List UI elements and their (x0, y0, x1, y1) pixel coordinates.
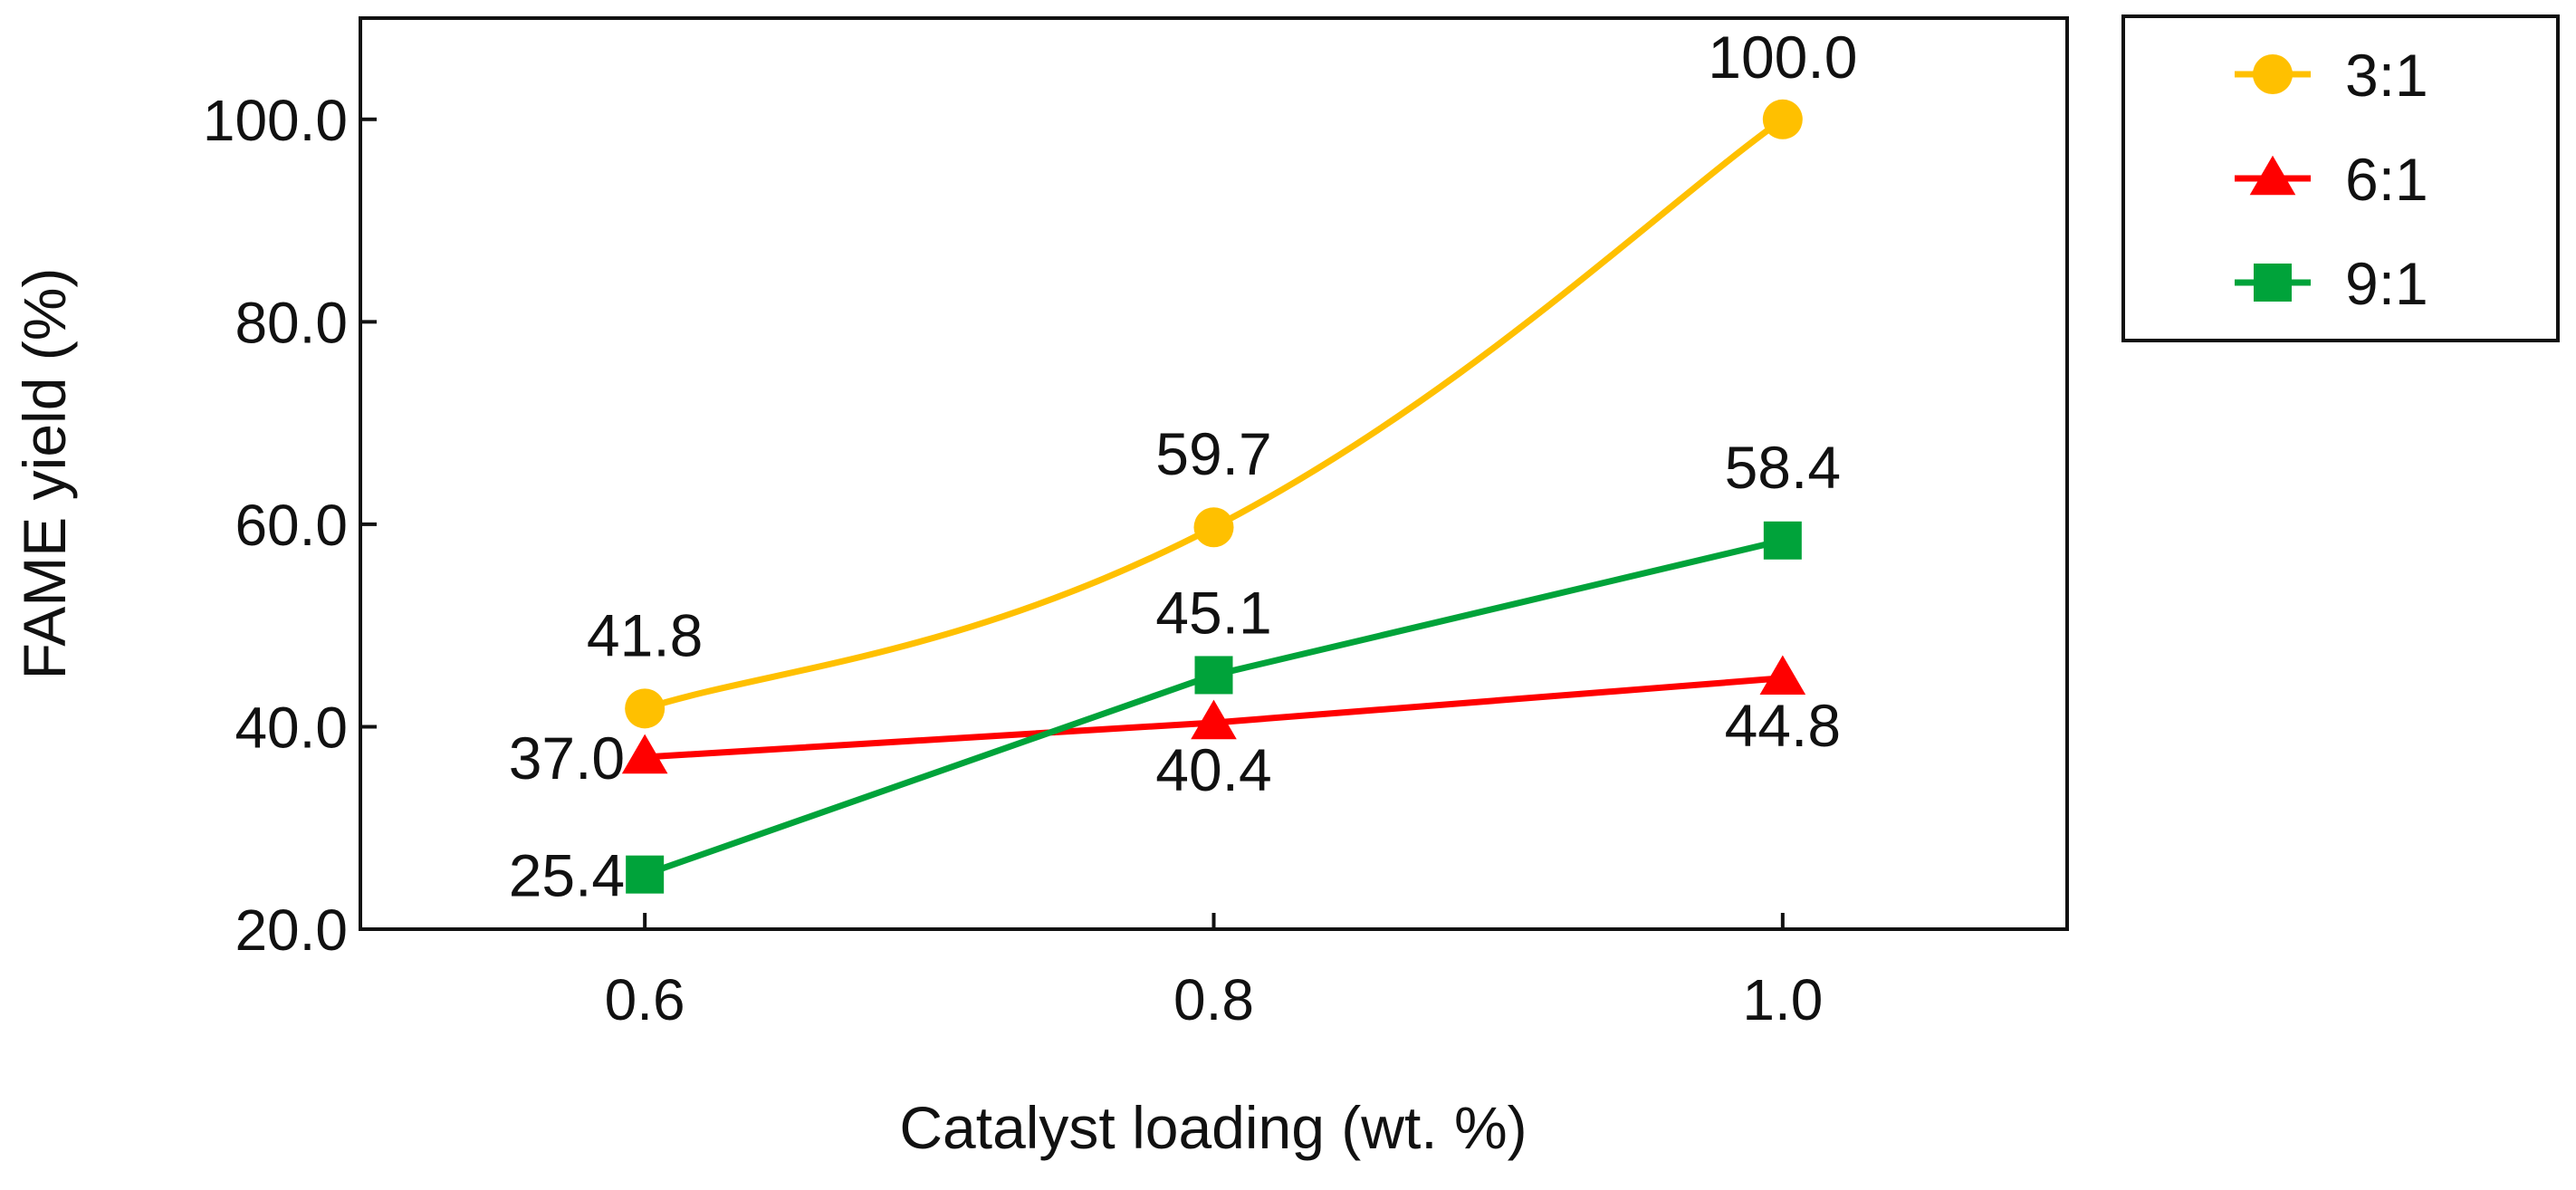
data-point-marker (626, 855, 665, 894)
x-tick-label: 0.8 (1173, 967, 1254, 1032)
series-9-to-1 (626, 521, 1802, 894)
legend-marker (2254, 264, 2292, 302)
x-tick-label: 1.0 (1742, 967, 1823, 1032)
data-point-marker (621, 734, 668, 774)
data-label: 45.1 (1155, 579, 1271, 646)
data-point-marker (625, 688, 666, 729)
legend-label: 9:1 (2345, 250, 2428, 317)
data-point-marker (1191, 699, 1237, 740)
y-tick-label: 40.0 (235, 695, 348, 760)
legend-item-9-to-1: 9:1 (2235, 250, 2428, 317)
data-label: 44.8 (1725, 692, 1841, 759)
y-tick-label: 60.0 (235, 493, 348, 558)
x-axis-ticks: 0.6 0.8 1.0 (605, 913, 1823, 1032)
y-axis-ticks: 20.0 40.0 60.0 80.0 100.0 (203, 88, 377, 963)
data-point-marker (1763, 521, 1802, 560)
legend-item-6-to-1: 6:1 (2235, 146, 2428, 213)
legend-item-3-to-1: 3:1 (2235, 42, 2428, 109)
data-label: 25.4 (509, 842, 625, 909)
series-3-to-1 (625, 99, 1803, 729)
x-tick-label: 0.6 (605, 967, 685, 1032)
data-point-marker (1194, 656, 1233, 695)
data-label: 40.4 (1155, 736, 1271, 803)
y-axis-title: FAME yield (%) (11, 268, 78, 680)
data-label: 58.4 (1725, 434, 1841, 501)
legend-box (2121, 14, 2560, 342)
data-label: 100.0 (1708, 24, 1857, 91)
data-label: 59.7 (1155, 420, 1271, 487)
legend-label: 3:1 (2345, 42, 2428, 109)
data-point-marker (1759, 655, 1806, 696)
data-point-marker (1762, 99, 1803, 139)
data-point-marker (1193, 507, 1234, 548)
legend-label: 6:1 (2345, 146, 2428, 213)
data-label: 37.0 (509, 725, 625, 792)
y-tick-label: 80.0 (235, 290, 348, 355)
data-label: 41.8 (587, 601, 703, 668)
series-6-to-1 (621, 655, 1806, 774)
y-tick-label: 100.0 (203, 88, 348, 153)
legend-marker (2249, 155, 2296, 196)
legend-marker (2253, 54, 2293, 94)
series-layer (621, 99, 1806, 894)
x-axis-title: Catalyst loading (wt. %) (899, 1094, 1527, 1161)
data-labels: 41.8 59.7 100.0 37.0 40.4 44.8 25.4 45.1 58.4 (509, 24, 1858, 909)
legend: 3:1 6:1 9:1 (2121, 14, 2560, 342)
y-tick-label: 20.0 (235, 897, 348, 963)
